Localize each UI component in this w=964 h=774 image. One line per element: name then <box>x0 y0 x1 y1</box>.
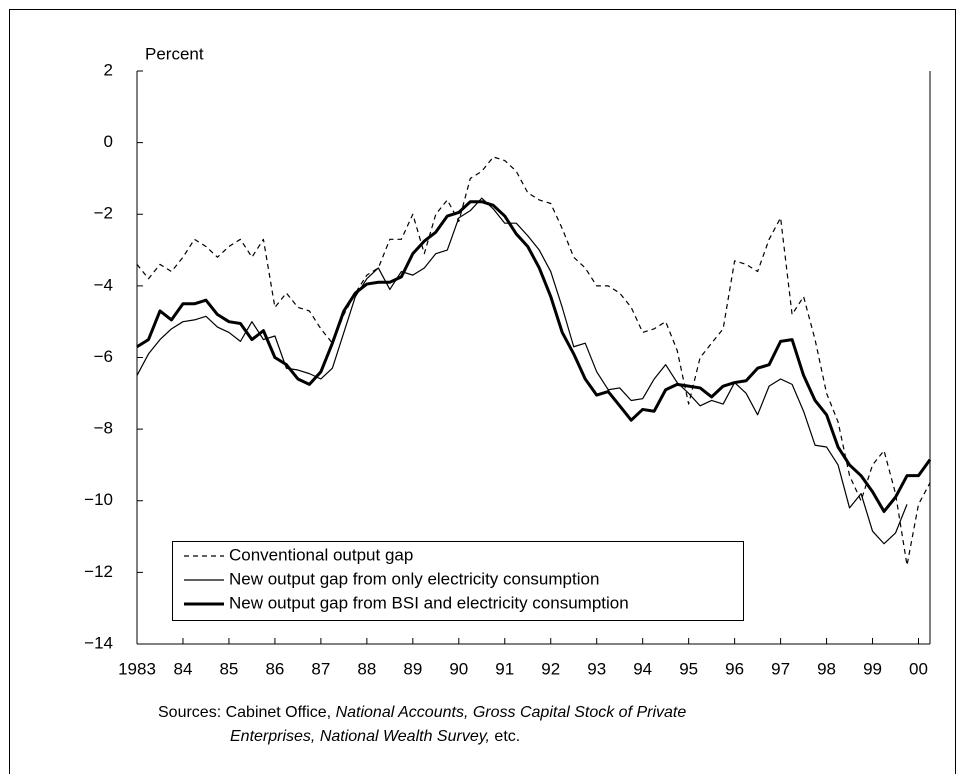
y-tick-label: −6 <box>94 347 113 366</box>
y-tick-label: −12 <box>84 562 113 581</box>
source-note: Sources: Cabinet Office, National Accoun… <box>158 704 686 721</box>
y-tick-label: −10 <box>84 490 113 509</box>
source-text: Gross Capital Stock of Private <box>473 704 687 721</box>
x-tick-label: 85 <box>219 659 238 678</box>
y-tick-label: −14 <box>84 633 113 652</box>
x-tick-label: 1983 <box>118 659 156 678</box>
source-text: Sources: Cabinet Office, <box>158 704 331 721</box>
series-line <box>136 200 932 513</box>
source-note: Enterprises, National Wealth Survey, etc… <box>230 728 520 745</box>
x-tick-label: 93 <box>587 659 606 678</box>
y-axis-label: Percent <box>145 44 204 63</box>
x-tick-label: 95 <box>679 659 698 678</box>
legend-box <box>172 541 744 621</box>
source-text: etc. <box>494 728 520 745</box>
frame <box>9 9 956 774</box>
x-tick-label: 88 <box>357 659 376 678</box>
y-tick-label: −8 <box>94 419 113 438</box>
x-tick-label: 84 <box>174 659 193 678</box>
legend-label: New output gap from BSI and electricity … <box>229 593 629 612</box>
y-tick-label: −4 <box>94 275 113 294</box>
x-tick-label: 91 <box>495 659 514 678</box>
x-tick-label: 00 <box>909 659 928 678</box>
x-tick-label: 89 <box>403 659 422 678</box>
x-tick-label: 86 <box>265 659 284 678</box>
series-line <box>136 197 908 545</box>
x-tick-label: 97 <box>771 659 790 678</box>
x-tick-label: 96 <box>725 659 744 678</box>
legend-label: New output gap from only electricity con… <box>229 569 599 588</box>
y-tick-label: 2 <box>104 60 113 79</box>
series-line <box>136 156 931 566</box>
legend-label: Conventional output gap <box>229 545 413 564</box>
source-text: National Accounts, <box>336 704 469 721</box>
x-tick-label: 94 <box>633 659 652 678</box>
x-tick-label: 90 <box>449 659 468 678</box>
x-tick-label: 99 <box>863 659 882 678</box>
source-text: Enterprises, National Wealth Survey, <box>230 728 490 745</box>
y-tick-label: −2 <box>94 204 113 223</box>
x-tick-label: 92 <box>541 659 560 678</box>
y-tick-label: 0 <box>104 132 113 151</box>
x-tick-label: 98 <box>817 659 836 678</box>
x-tick-label: 87 <box>311 659 330 678</box>
